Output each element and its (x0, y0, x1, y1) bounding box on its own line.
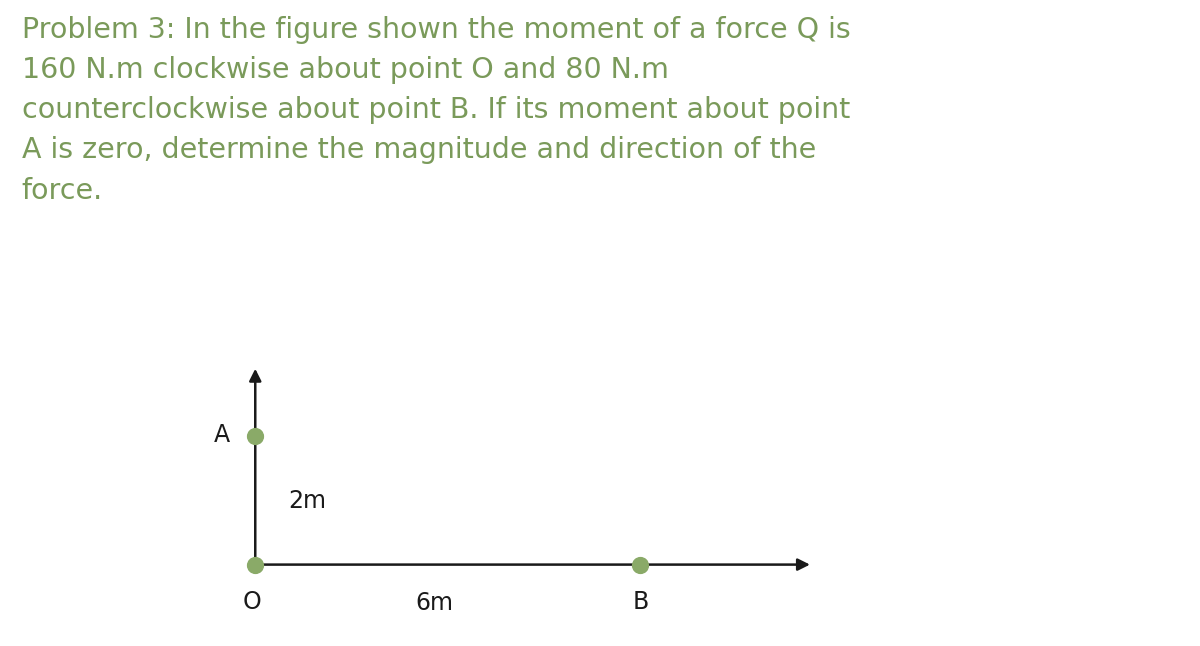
Text: 6m: 6m (415, 591, 454, 615)
Text: 2m: 2m (288, 488, 326, 512)
Point (246, 432, 265, 442)
Text: Problem 3: In the figure shown the moment of a force Q is
160 N.m clockwise abou: Problem 3: In the figure shown the momen… (22, 16, 851, 205)
Text: A: A (214, 423, 230, 447)
Point (246, 559, 265, 570)
Text: B: B (632, 590, 649, 614)
Point (630, 559, 649, 570)
Text: O: O (242, 590, 262, 614)
